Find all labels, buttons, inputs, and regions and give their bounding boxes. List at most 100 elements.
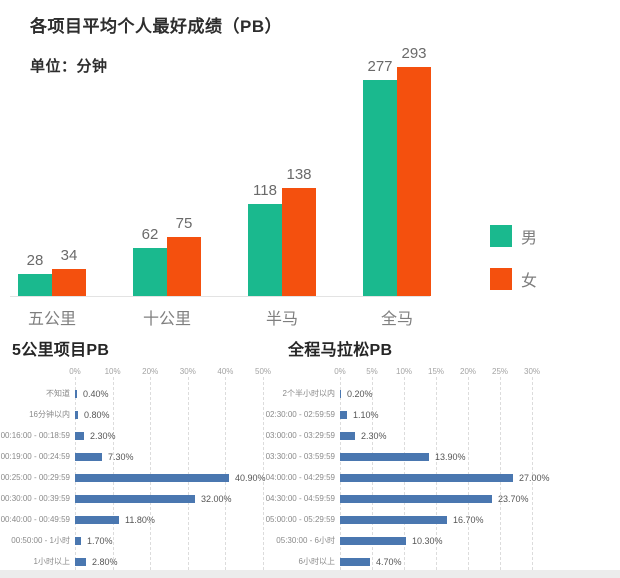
gridline [263,377,264,570]
hbar-value-label: 1.70% [87,535,113,546]
chart-title-5km: 5公里项目PB [12,342,110,359]
hbar [340,536,406,545]
hbar-category-label: 00:25:00 - 00:29:59 [0,473,70,482]
bar-value-label: 28 [26,252,44,269]
chart-title-marathon: 全程马拉松PB [288,342,393,359]
hbar [75,536,81,545]
bottom-strip [0,570,620,578]
bar-女 [397,67,431,296]
hbar-category-label: 05:00:00 - 05:29:59 [265,515,335,524]
axis-tick-label: 20% [142,367,159,376]
axis-tick-label: 50% [254,367,272,376]
hbar-category-label: 16分钟以内 [29,410,70,419]
hbar-category-label: 03:30:00 - 03:59:59 [265,452,335,461]
x-axis-5km: 0% 10% 20% 30% 40% 50% [12,367,284,377]
axis-tick-label: 10% [104,367,121,376]
hbar-category-label: 02:30:00 - 02:59:59 [265,410,335,419]
hbar-category-label: 2个半小时以内 [282,389,335,398]
axis-tick-label: 40% [217,367,234,376]
axis-tick-label: 30% [523,367,541,376]
hbar-value-label: 1.10% [353,409,379,420]
hbar-row: 1小时以上 2.80% [12,551,284,572]
hbar-value-label: 7.30% [108,451,134,462]
gridline [532,377,533,570]
bar-女 [52,269,86,296]
hbar-value-label: 10.30% [412,535,443,546]
hbar-category-label: 00:50:00 - 1小时 [11,536,70,545]
bar-value-label: 293 [401,45,427,62]
bar-男 [363,80,397,296]
hbar [75,557,86,566]
page-title: 各项目平均个人最好成绩（PB） [30,17,283,36]
hbar-row: 00:30:00 - 00:39:59 32.00% [0,488,284,509]
hbar-row: 16分钟以内 0.80% [12,404,284,425]
axis-tick-label: 0% [69,367,81,376]
legend-label-男: 男 [521,230,538,247]
hbar [75,410,78,419]
hbar [340,389,341,398]
hbar-category-label: 不知道 [46,389,70,398]
hbar [75,431,84,440]
hchart-5km: 5公里项目PB 0% 10% 20% 30% 40% 50% 不知道 0.40% 16分钟以内… [0,336,284,578]
hbar-value-label: 2.30% [361,430,387,441]
hbar-row: 00:25:00 - 00:29:59 40.90% [0,467,284,488]
legend-item-女: 女 [490,267,537,291]
hbar-row: 6小时以上 4.70% [288,551,613,572]
hbar-category-label: 00:16:00 - 00:18:59 [0,431,70,440]
category-label: 五公里 [27,311,77,328]
hbar-category-label: 04:00:00 - 04:29:59 [265,473,335,482]
hbar-category-label: 05:30:00 - 6小时 [276,536,335,545]
bar-男 [133,248,167,296]
hbar-value-label: 2.80% [92,556,118,567]
hbar-value-label: 0.40% [83,388,109,399]
hbar-row: 00:19:00 - 00:24:59 7.30% [1,446,284,467]
hbar-value-label: 23.70% [498,493,529,504]
hbar-row: 2个半小时以内 0.20% [282,383,613,404]
bar-value-label: 277 [367,58,393,75]
category-label: 十公里 [142,311,192,328]
bar-女 [167,237,201,296]
axis-tick-label: 0% [334,367,346,376]
hbar-category-label: 1小时以上 [33,557,70,566]
hbar-value-label: 32.00% [201,493,232,504]
hbar [75,389,77,398]
legend: 男女 [490,224,537,310]
hbar-row: 不知道 0.40% [12,383,284,404]
hbar-value-label: 11.80% [125,514,155,525]
hchart-marathon: 全程马拉松PB 0% 5% 10% 15% 20% 25% 30% 2个半小时以内 0.20%… [265,336,613,578]
legend-swatch-女 [490,268,512,290]
unit-label: 单位：分钟 [30,58,108,75]
hbar [75,515,119,524]
hbar-row: 00:16:00 - 00:18:59 2.30% [0,425,284,446]
hbar-value-label: 27.00% [519,472,550,483]
axis-tick-label: 15% [427,367,445,376]
hbar-row: 00:40:00 - 00:49:59 11.80% [1,509,284,530]
bar-男 [248,204,282,296]
hbar [340,473,513,482]
hbar-value-label: 40.90% [235,472,266,483]
hbar-row: 04:00:00 - 04:29:59 27.00% [265,467,613,488]
x-axis-marathon: 0% 5% 10% 15% 20% 25% 30% [288,367,613,377]
hbar-category-label: 04:30:00 - 04:59:59 [265,494,335,503]
bar-value-label: 62 [141,226,159,243]
bar-value-label: 34 [60,247,78,264]
hbar [75,494,195,503]
hbar-value-label: 2.30% [90,430,116,441]
category-label: 半马 [265,311,299,328]
legend-label-女: 女 [521,273,538,290]
rows-5km: 不知道 0.40% 16分钟以内 0.80% 00:16:00 - 00:18:59 2.… [0,383,284,572]
bar-女 [282,188,316,296]
bar-value-label: 118 [253,182,277,199]
hbar-value-label: 4.70% [376,556,402,567]
axis-tick-label: 30% [179,367,196,376]
hbar-category-label: 6小时以上 [298,557,335,566]
hbar-row: 03:00:00 - 03:29:59 2.30% [266,425,613,446]
bar-value-label: 138 [286,166,312,183]
hbar-category-label: 00:30:00 - 00:39:59 [0,494,70,503]
hbar-value-label: 0.20% [347,388,373,399]
hbar [340,452,429,461]
bar-value-label: 75 [175,215,193,232]
hbar-row: 05:30:00 - 6小时 10.30% [276,530,613,551]
hbar [340,557,370,566]
